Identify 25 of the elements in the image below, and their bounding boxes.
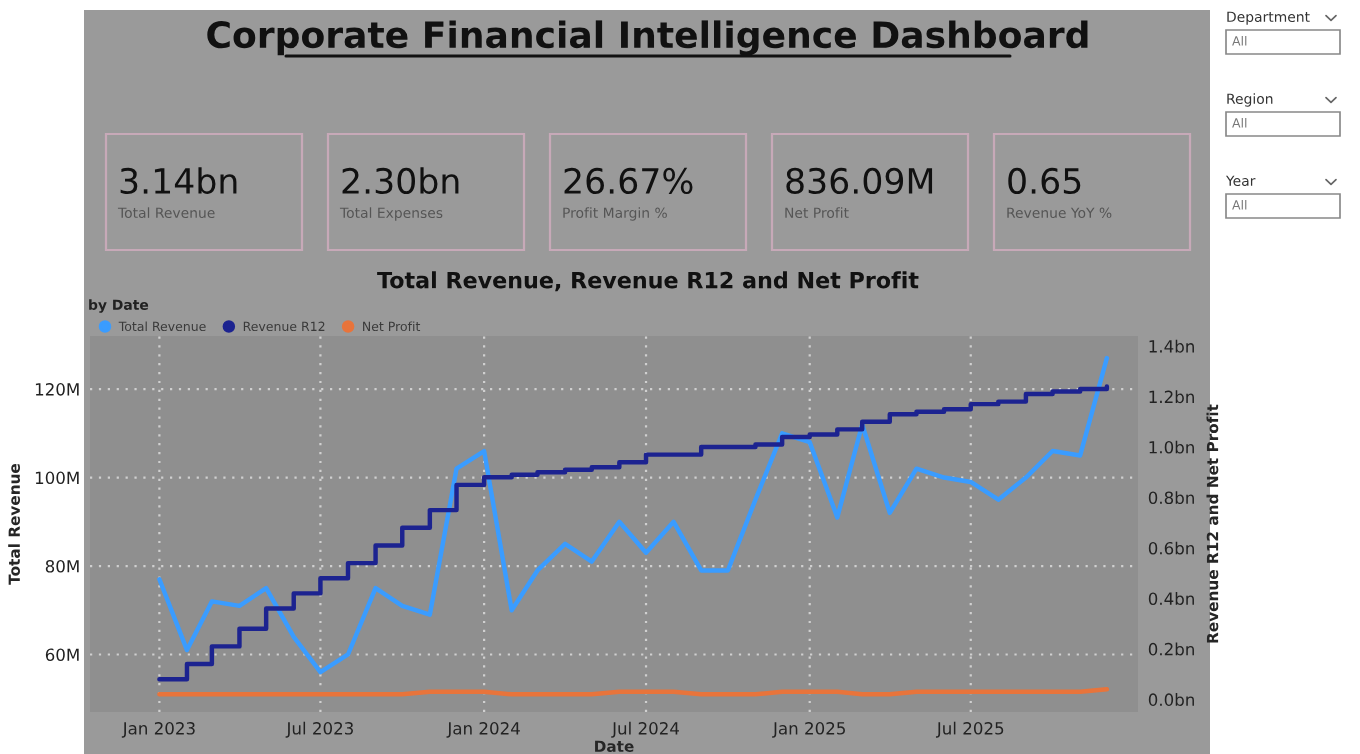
text: 836.09M (786, 167, 933, 195)
y2-tick-label: 0.0bn (1148, 693, 1194, 706)
x-tick-label: Jul 2023 (285, 721, 353, 738)
y2-tick-label: 1.0bn (1149, 440, 1194, 454)
y2-tick-label: 0.8bn (1148, 491, 1194, 505)
x-tick-label: Jan 2024 (446, 722, 520, 738)
y2-tick-label: 0.4bn (1148, 592, 1194, 606)
y-tick-label: 60M (45, 648, 79, 662)
x-tick-label: Jul 2024 (611, 721, 679, 738)
y2-tick-label: 1.4bn (1149, 339, 1194, 353)
x-tick-label: Jan 2025 (772, 722, 845, 738)
text: 2.30bn (342, 167, 459, 195)
y-tick-label: 100M (35, 471, 79, 485)
text: 3.14bn (120, 167, 237, 195)
y2-tick-label: 0.2bn (1148, 642, 1194, 656)
x-tick-label: Jul 2025 (935, 721, 1004, 738)
text: Corporate Financial Intelligence Dashboard (207, 20, 1088, 56)
text: 26.67% (564, 167, 693, 195)
y2-tick-label: 1.2bn (1149, 390, 1194, 404)
y-tick-label: 120M (35, 383, 79, 396)
text: 0.65 (1008, 167, 1081, 195)
chart-title: Total Revenue, Revenue R12 and Net Profit (377, 271, 919, 292)
x-tick-label: Jan 2023 (121, 722, 195, 738)
y-tick-label: 80M (45, 559, 79, 573)
y2-tick-label: 0.6bn (1148, 541, 1194, 555)
